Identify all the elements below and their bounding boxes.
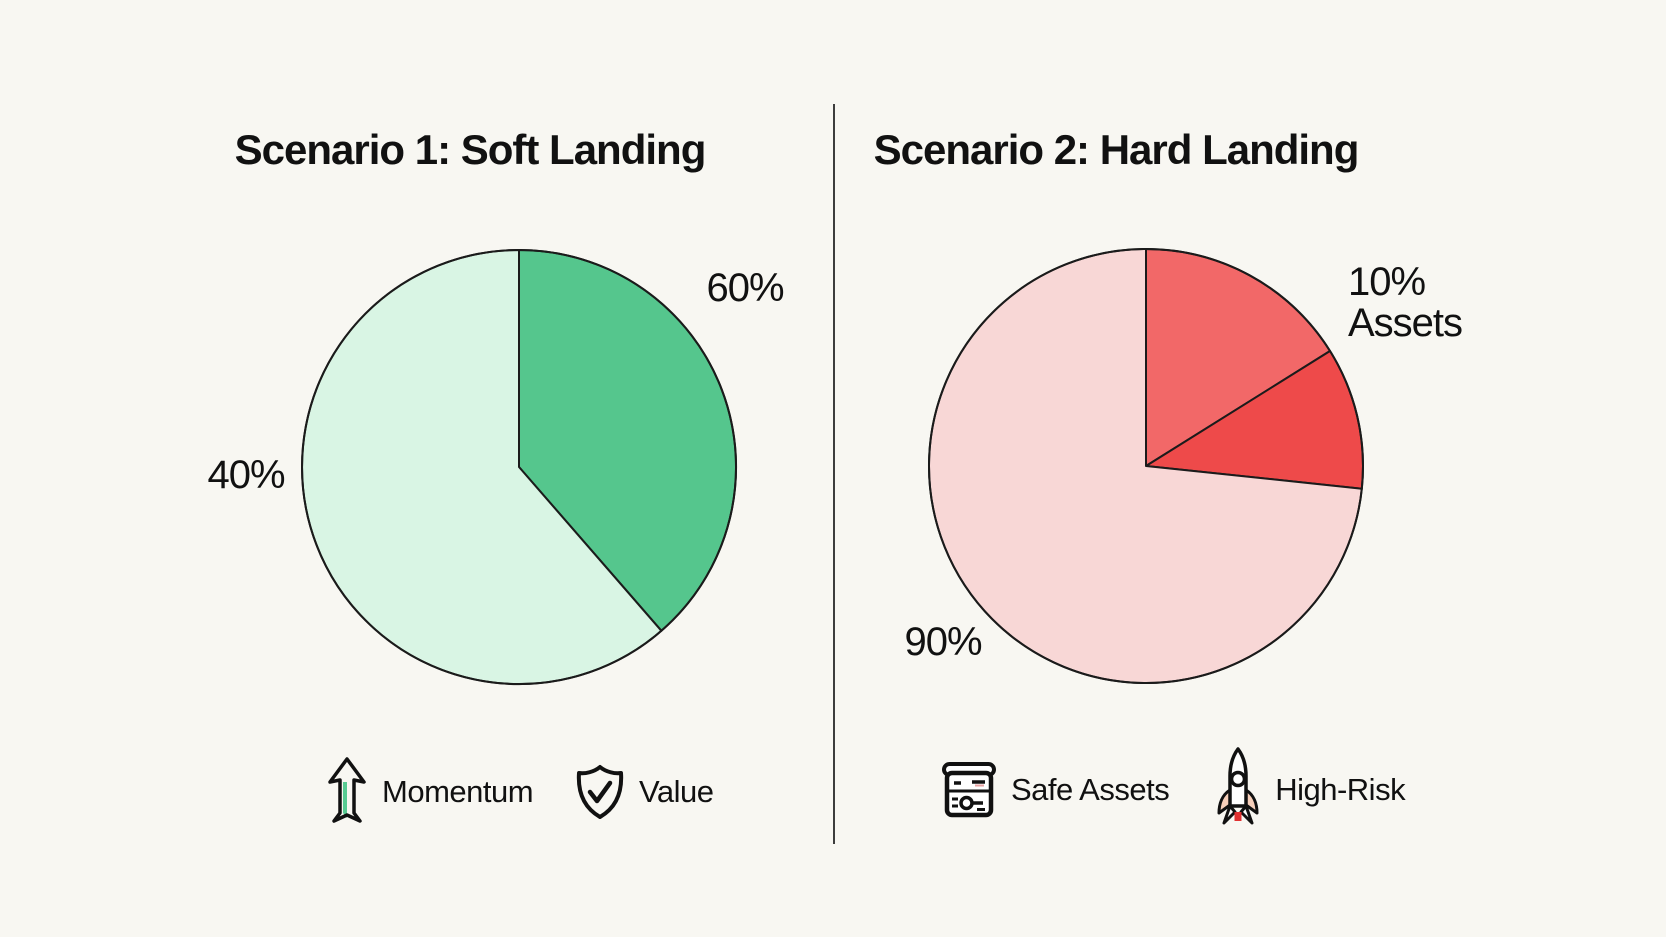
legend-label-highrisk: High-Risk <box>1275 772 1406 807</box>
pie-outline <box>301 249 737 685</box>
slice-label-safeassets: 90% <box>904 620 982 664</box>
scenario-2-title: Scenario 2: Hard Landing <box>873 126 1360 173</box>
slice-label-highrisk-pct: 10% <box>1348 260 1426 304</box>
slice-label-momentum: 60% <box>706 266 784 310</box>
scenario-1-title: Scenario 1: Soft Landing <box>234 126 707 173</box>
safe-icon <box>941 761 997 819</box>
panel-divider <box>833 104 835 844</box>
legend-label-safeassets: Safe Assets <box>1011 772 1170 807</box>
scenario-2-pie-chart <box>927 248 1364 684</box>
slice-label-highrisk: 10% Assets <box>1348 260 1463 345</box>
scenario-1-legend: Momentum Value <box>326 748 714 836</box>
pie-outline <box>928 248 1364 684</box>
scenario-2-legend: Safe Assets High-Risk <box>941 746 1406 834</box>
legend-label-value: Value <box>639 774 714 809</box>
shield-check-icon <box>575 764 625 820</box>
legend-label-momentum: Momentum <box>382 774 534 809</box>
scenario-1-pie-chart <box>301 249 738 685</box>
slice-label-highrisk-word: Assets <box>1348 301 1463 345</box>
slice-label-value: 40% <box>207 453 285 497</box>
up-arrow-icon <box>326 756 368 828</box>
rocket-icon <box>1215 746 1261 834</box>
